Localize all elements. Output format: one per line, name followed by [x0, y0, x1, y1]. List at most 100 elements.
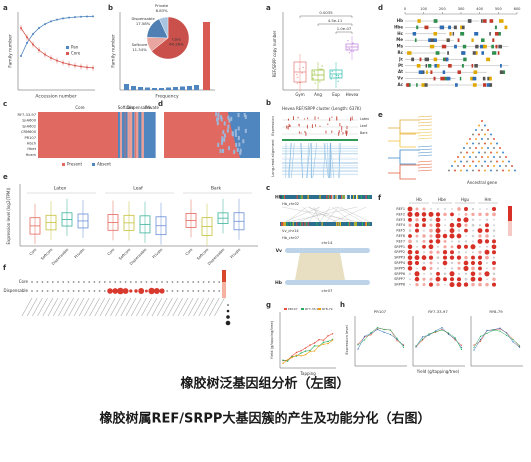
- heatmap-streak: [223, 137, 226, 142]
- dot: [408, 229, 412, 232]
- expression-bar: [345, 130, 347, 134]
- node: [475, 129, 477, 131]
- dot: [218, 290, 221, 292]
- dot: [140, 281, 143, 283]
- label-placeholder: [37, 297, 48, 317]
- dot: [429, 272, 433, 276]
- dot: [421, 266, 427, 271]
- dot: [457, 266, 461, 271]
- point: [330, 78, 332, 80]
- dot: [422, 207, 426, 211]
- dot: [408, 223, 412, 227]
- heatmap-streak: [238, 142, 241, 147]
- expression-bar: [297, 116, 299, 119]
- dot: [202, 290, 205, 292]
- expression-bar: [331, 130, 333, 133]
- read: [312, 142, 317, 179]
- dot: [450, 212, 454, 217]
- heatmap-streak: [234, 129, 237, 134]
- point: [296, 73, 298, 76]
- curve: [473, 329, 520, 348]
- row-label: Ac: [398, 82, 404, 87]
- dot: [485, 228, 489, 233]
- dot: [429, 250, 433, 254]
- dot: [470, 260, 476, 266]
- dot: [415, 207, 419, 211]
- dot: [171, 290, 174, 292]
- node: [487, 147, 489, 149]
- gene-block: [467, 19, 472, 23]
- side-label: Expression: [271, 116, 275, 136]
- gene-tick: [356, 195, 358, 199]
- dot: [429, 277, 433, 281]
- heatmap-streak: [222, 130, 225, 135]
- x-axis-label: Tapping: [299, 371, 316, 376]
- node: [499, 147, 501, 149]
- pie-value-label: 6.83%: [156, 8, 168, 13]
- y-axis-label: Expression level: [345, 325, 349, 354]
- read: [323, 142, 326, 179]
- dot: [456, 217, 462, 222]
- dot: [478, 282, 482, 287]
- tree-branch: [417, 166, 433, 169]
- expression-bar: [331, 116, 333, 118]
- node: [487, 129, 489, 131]
- dot: [449, 277, 455, 282]
- dot: [470, 244, 476, 250]
- panel-letter: f: [3, 264, 7, 272]
- dot: [423, 272, 425, 275]
- dot: [449, 255, 455, 260]
- point: [336, 77, 338, 79]
- gene-tick: [281, 222, 283, 226]
- gene-tick: [368, 195, 370, 199]
- label-placeholder: [156, 297, 168, 317]
- label-placeholder: [188, 297, 199, 317]
- dot: [477, 255, 483, 260]
- region-label: Hb_chr07: [282, 236, 299, 240]
- label-placeholder: [203, 297, 215, 317]
- gene-tick: [365, 195, 367, 199]
- gene-tick: [307, 222, 309, 226]
- heatmap-streak: [226, 128, 229, 133]
- dot: [77, 281, 80, 283]
- point: [319, 68, 321, 70]
- dot: [192, 290, 195, 292]
- dot: [485, 212, 489, 217]
- gene-block: [448, 25, 452, 30]
- gene-tick: [336, 195, 338, 199]
- dot: [112, 288, 119, 294]
- dot: [114, 281, 117, 283]
- gene-tick: [362, 222, 364, 226]
- point: [314, 82, 316, 84]
- heatmap-block: [146, 112, 155, 158]
- gene-block: [461, 51, 466, 55]
- dot: [478, 272, 482, 276]
- dot: [107, 288, 113, 294]
- node: [487, 165, 489, 167]
- dot: [145, 281, 148, 283]
- tree-branch: [417, 134, 433, 137]
- dot: [486, 262, 488, 264]
- read: [307, 142, 309, 179]
- dot: [129, 281, 132, 283]
- dot: [435, 233, 441, 239]
- dot: [161, 281, 163, 283]
- dot: [36, 290, 39, 292]
- gene-tick: [349, 195, 351, 199]
- dot: [465, 251, 467, 254]
- dot: [415, 218, 419, 222]
- dot: [408, 239, 412, 244]
- heatmap-streak: [244, 115, 247, 120]
- annotation: Ancestral gene: [467, 180, 498, 185]
- dot: [428, 282, 434, 287]
- node: [475, 156, 477, 158]
- dot: [429, 228, 433, 233]
- expression-bar: [314, 116, 316, 120]
- row-label: Hcam: [26, 153, 37, 157]
- group-label: Leaf: [133, 186, 143, 192]
- legend-swatch: [318, 308, 321, 310]
- dot: [478, 266, 482, 271]
- gene-block: [479, 44, 485, 49]
- heatmap-streak: [239, 148, 242, 153]
- gene-block: [494, 25, 497, 30]
